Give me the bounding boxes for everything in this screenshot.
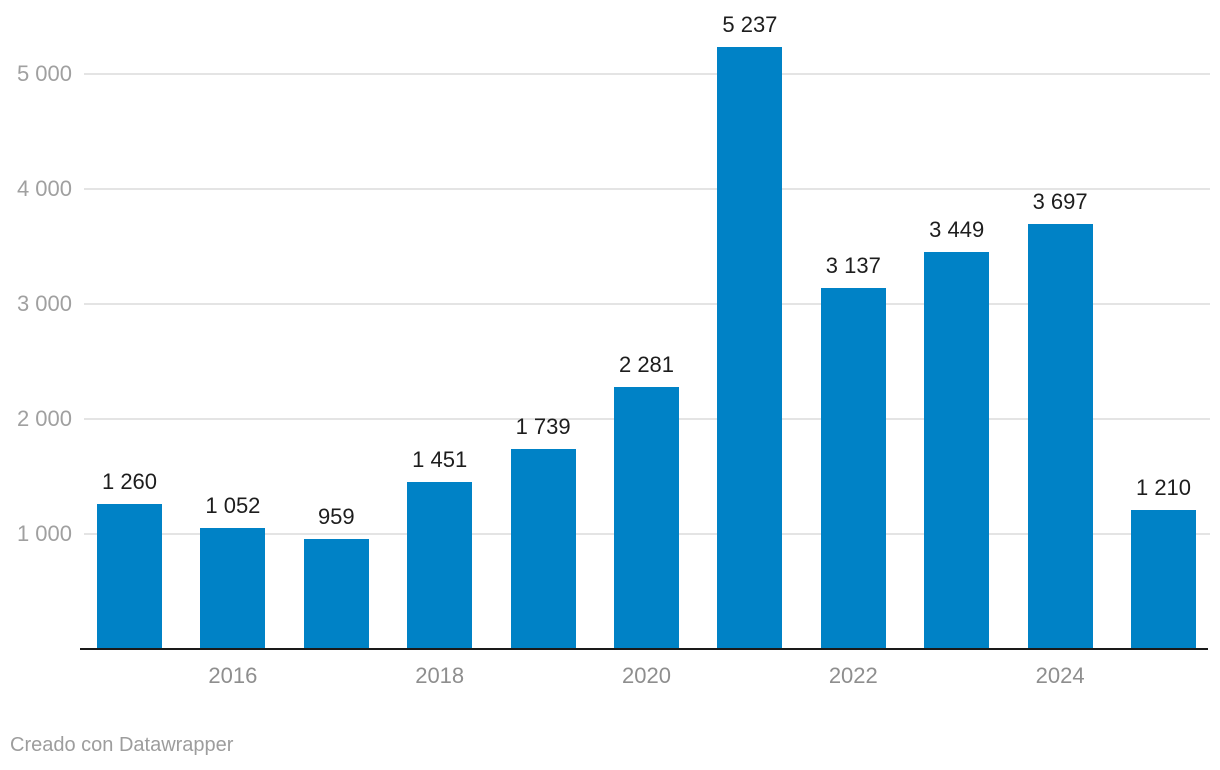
y-tick-label: 1 000 bbox=[16, 521, 72, 546]
bar-value-label: 1 451 bbox=[412, 447, 468, 473]
y-tick-label: 5 000 bbox=[16, 61, 72, 86]
bar-value-label: 1 210 bbox=[1135, 474, 1192, 500]
bar-value-label: 1 739 bbox=[515, 414, 571, 439]
bar-2015 bbox=[97, 504, 162, 648]
bar-value-label: 3 137 bbox=[825, 253, 881, 279]
bar-2022 bbox=[820, 288, 886, 648]
bar-value-label: 3 697 bbox=[1032, 188, 1088, 214]
bar-2019 bbox=[510, 449, 576, 648]
bar-2017 bbox=[303, 538, 369, 648]
gridline bbox=[84, 73, 1210, 75]
bar-value-label: 5 237 bbox=[722, 11, 778, 37]
x-tick-label: 2018 bbox=[415, 663, 465, 688]
bar-2021 bbox=[717, 46, 783, 648]
bar-2024 bbox=[1027, 223, 1093, 648]
bar-value-label: 3 449 bbox=[929, 217, 985, 243]
bar-value-label: 959 bbox=[317, 503, 355, 529]
y-tick-label: 4 000 bbox=[16, 176, 72, 201]
x-tick-label: 2024 bbox=[1035, 663, 1085, 688]
bar-2018 bbox=[407, 482, 473, 648]
y-tick-label: 3 000 bbox=[16, 291, 72, 316]
bar-2023 bbox=[924, 252, 990, 648]
datawrapper-credit-link[interactable]: Creado con Datawrapper bbox=[10, 734, 234, 756]
gridline bbox=[84, 188, 1210, 190]
x-tick-label: 2016 bbox=[208, 663, 258, 688]
bar-2025 bbox=[1131, 509, 1196, 648]
gridline bbox=[84, 303, 1210, 305]
bar-value-label: 2 281 bbox=[618, 351, 675, 377]
bar-2016 bbox=[200, 528, 266, 648]
bar-2020 bbox=[614, 386, 679, 648]
x-axis-baseline bbox=[80, 648, 1208, 650]
bar-value-label: 1 052 bbox=[205, 493, 261, 519]
x-tick-label: 2022 bbox=[828, 663, 878, 688]
y-tick-label: 2 000 bbox=[16, 406, 72, 431]
bar-value-label: 1 260 bbox=[101, 469, 158, 495]
x-tick-label: 2020 bbox=[622, 663, 671, 688]
